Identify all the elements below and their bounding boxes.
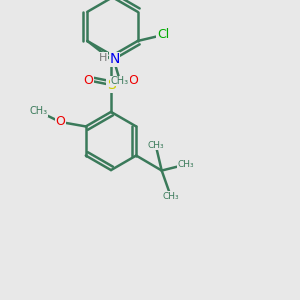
Text: O: O [56,116,65,128]
Text: H: H [99,53,108,63]
Text: CH₃: CH₃ [111,76,129,86]
Text: O: O [129,74,138,87]
Text: CH₃: CH₃ [30,106,48,116]
Text: CH₃: CH₃ [162,191,179,200]
Text: N: N [110,52,120,66]
Text: Cl: Cl [157,28,169,41]
Text: CH₃: CH₃ [177,160,194,169]
Text: O: O [84,74,93,87]
Text: CH₃: CH₃ [147,140,164,149]
Text: S: S [106,78,116,92]
